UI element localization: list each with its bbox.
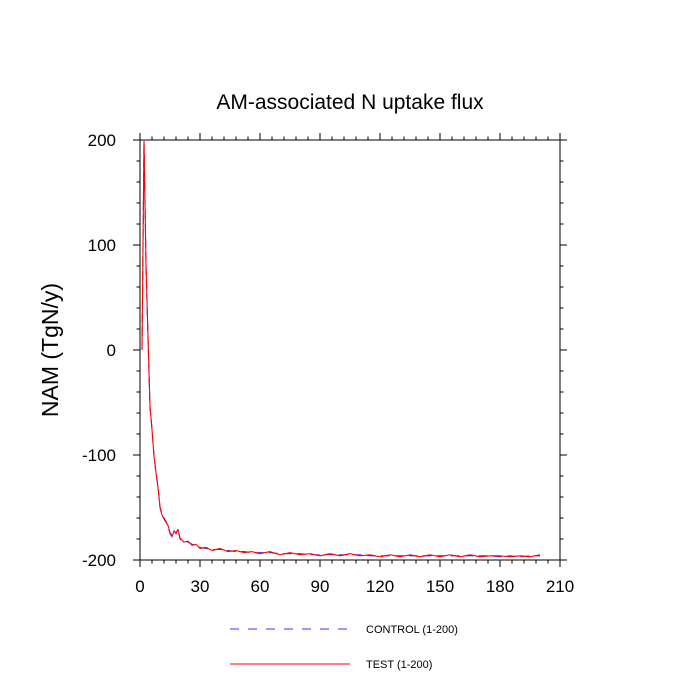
x-tick-label: 0: [135, 577, 144, 596]
x-tick-label: 210: [546, 577, 574, 596]
y-tick-label: -200: [82, 551, 116, 570]
y-tick-label: 200: [88, 131, 116, 150]
x-tick-label: 150: [426, 577, 454, 596]
x-tick-label: 90: [311, 577, 330, 596]
legend-label: TEST (1-200): [366, 659, 432, 671]
y-tick-label: 0: [107, 341, 116, 360]
legend: CONTROL (1-200) TEST (1-200): [230, 624, 458, 671]
x-tick-label: 120: [366, 577, 394, 596]
axis-ticks: 0 30 60 90 120 150 180 210 200 100 0 -100 -200: [82, 131, 574, 596]
x-tick-label: 180: [486, 577, 514, 596]
chart-title: AM-associated N uptake flux: [216, 91, 484, 114]
series-line-control: [141, 139, 540, 558]
y-tick-label: 100: [88, 236, 116, 255]
x-tick-label: 60: [251, 577, 270, 596]
x-tick-label: 30: [191, 577, 210, 596]
series-line-test: [141, 141, 541, 558]
legend-label: CONTROL (1-200): [366, 624, 458, 636]
y-tick-label: -100: [82, 446, 116, 465]
series-lines: [141, 139, 541, 558]
y-axis-title: NAM (TgN/y): [37, 283, 63, 417]
plot-frame: [139, 139, 561, 561]
